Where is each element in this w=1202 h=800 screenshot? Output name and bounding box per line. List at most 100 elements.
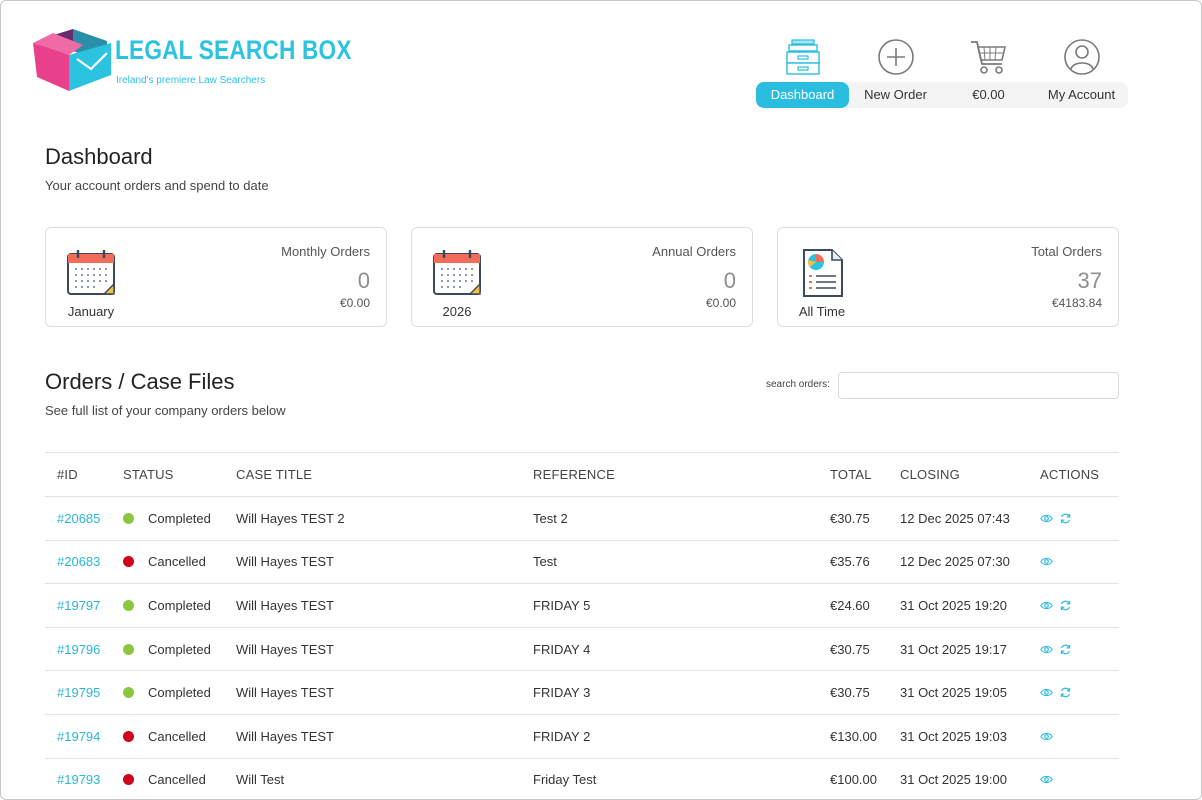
closing-date: 31 Oct 2025 19:20 [900,597,1007,613]
nav-tab-new-order[interactable]: New Order [864,87,927,102]
search-label: search orders: [766,379,830,390]
column-header-status[interactable]: STATUS [123,467,174,482]
view-eye-icon[interactable] [1040,730,1053,743]
card-icon-label: 2026 [442,304,472,319]
order-id-link[interactable]: #20683 [57,554,101,570]
status-text: Completed [148,685,211,701]
actions-cell [1040,497,1078,540]
case-title: Will Hayes TEST [236,641,334,657]
reorder-refresh-icon[interactable] [1059,643,1072,656]
page-subtitle: Your account orders and spend to date [45,178,269,193]
card-value: 0 [723,268,736,293]
card-icon-label: All Time [798,304,846,319]
calendar-icon [433,250,481,295]
total: €30.75 [830,685,870,701]
closing-date: 31 Oct 2025 19:05 [900,685,1007,701]
card-amount: €0.00 [705,296,736,310]
case-title: Will Hayes TEST [236,597,334,613]
status-dot [123,599,134,611]
logo[interactable]: LEGAL SEARCH BOX Ireland's premiere Law … [33,25,351,95]
card-icon-label: January [67,304,115,319]
card-title: Total Orders [1031,244,1102,259]
calendar-icon [67,250,115,295]
view-eye-icon[interactable] [1040,555,1053,568]
status-dot [123,512,134,524]
main-nav: Dashboard New Order €0.00 My Account [756,82,1128,108]
table-row: #20685 Completed Will Hayes TEST 2 Test 2 €3… [45,496,1119,540]
card-value: 37 [1077,268,1102,293]
status-cell: Cancelled [123,541,206,584]
actions-cell [1040,541,1059,584]
order-id-link[interactable]: #20685 [57,510,101,526]
logo-title: LEGAL SEARCH BOX [115,35,352,65]
table-row: #20683 Cancelled Will Hayes TEST Test €35.76… [45,539,1119,584]
view-eye-icon[interactable] [1040,773,1053,786]
reorder-refresh-icon[interactable] [1059,599,1072,612]
logo-tagline: Ireland's premiere Law Searchers [116,75,266,86]
nav-tab-cart[interactable]: €0.00 [972,87,1005,102]
status-cell: Completed [123,497,211,540]
status-cell: Cancelled [123,759,206,799]
column-header-case-title[interactable]: CASE TITLE [236,467,313,482]
search-input[interactable] [838,372,1119,399]
orders-table: #ID STATUS CASE TITLE REFERENCE TOTAL CL… [45,452,1119,799]
view-eye-icon[interactable] [1040,686,1053,699]
status-dot [123,774,134,786]
view-eye-icon[interactable] [1040,643,1053,656]
status-text: Cancelled [148,772,206,788]
reference: FRIDAY 5 [533,597,591,613]
closing-date: 12 Dec 2025 07:30 [900,554,1010,570]
column-header-total[interactable]: TOTAL [830,467,872,482]
column-header-closing[interactable]: CLOSING [900,467,960,482]
table-header: #ID STATUS CASE TITLE REFERENCE TOTAL CL… [45,452,1119,496]
reorder-refresh-icon[interactable] [1059,686,1072,699]
shopping-cart-icon[interactable] [942,35,1035,79]
order-id-link[interactable]: #19795 [57,685,101,701]
table-row: #19797 Completed Will Hayes TEST FRIDAY 5 €2… [45,583,1119,627]
status-text: Completed [148,510,211,526]
column-header-reference[interactable]: REFERENCE [533,467,615,482]
order-id-link[interactable]: #19796 [57,641,101,657]
reference: Test 2 [533,510,568,526]
order-id-link[interactable]: #19793 [57,772,101,788]
view-eye-icon[interactable] [1040,599,1053,612]
case-title: Will Hayes TEST [236,728,334,744]
user-circle-icon[interactable] [1035,35,1128,79]
status-cell: Cancelled [123,715,206,758]
report-document-icon [803,249,843,297]
total: €24.60 [830,597,870,613]
reference: FRIDAY 4 [533,641,591,657]
nav-tab-my-account[interactable]: My Account [1047,87,1116,102]
annual-orders-card: 2026 Annual Orders 0 €0.00 [411,227,753,327]
case-title: Will Hayes TEST [236,685,334,701]
table-row: #19795 Completed Will Hayes TEST FRIDAY 3 €3… [45,670,1119,714]
reorder-refresh-icon[interactable] [1059,512,1072,525]
closing-date: 31 Oct 2025 19:17 [900,641,1007,657]
monthly-orders-card: January Monthly Orders 0 €0.00 [45,227,387,327]
total: €100.00 [830,772,877,788]
status-dot [123,643,134,655]
order-id-link[interactable]: #19797 [57,597,101,613]
actions-cell [1040,715,1059,758]
closing-date: 31 Oct 2025 19:00 [900,772,1007,788]
reference: Test [533,554,557,570]
inbox-tray-icon[interactable] [756,35,849,79]
status-cell: Completed [123,584,211,627]
reference: FRIDAY 3 [533,685,591,701]
table-row: #19796 Completed Will Hayes TEST FRIDAY 4 €3… [45,626,1119,671]
nav-tab-dashboard[interactable]: Dashboard [756,82,849,108]
status-dot [123,730,134,742]
card-amount: €0.00 [339,296,370,310]
total: €35.76 [830,554,870,570]
plus-circle-icon[interactable] [849,35,942,79]
actions-cell [1040,759,1059,799]
closing-date: 12 Dec 2025 07:43 [900,510,1010,526]
order-id-link[interactable]: #19794 [57,728,101,744]
status-cell: Completed [123,628,211,671]
actions-cell [1040,628,1078,671]
view-eye-icon[interactable] [1040,512,1053,525]
card-title: Monthly Orders [281,244,370,259]
orders-subtitle: See full list of your company orders bel… [45,403,286,418]
column-header-id[interactable]: #ID [57,467,78,482]
